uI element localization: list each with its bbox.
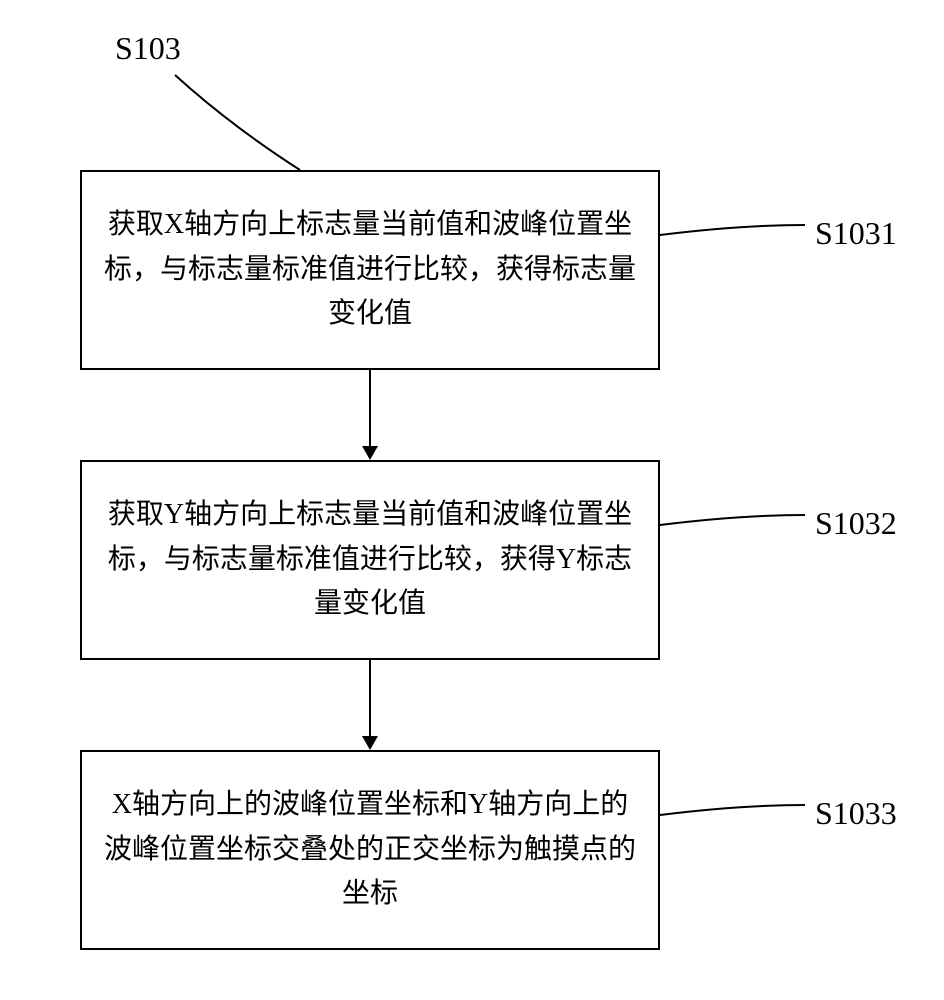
step-1-text: 获取X轴方向上标志量当前值和波峰位置坐标，与标志量标准值进行比较，获得标志量变化… bbox=[102, 203, 638, 337]
arrow-1-2-line bbox=[369, 370, 371, 446]
step-2-label: S1032 bbox=[815, 505, 897, 542]
main-label-text: S103 bbox=[115, 30, 181, 66]
main-label: S103 bbox=[115, 30, 181, 67]
step-3-leader-path bbox=[660, 805, 805, 815]
step-box-1: 获取X轴方向上标志量当前值和波峰位置坐标，与标志量标准值进行比较，获得标志量变化… bbox=[80, 170, 660, 370]
flowchart-container: S103 获取X轴方向上标志量当前值和波峰位置坐标，与标志量标准值进行比较，获得… bbox=[0, 0, 944, 1000]
step-1-label-text: S1031 bbox=[815, 215, 897, 251]
step-2-leader-path bbox=[660, 515, 805, 525]
step-box-3: X轴方向上的波峰位置坐标和Y轴方向上的波峰位置坐标交叠处的正交坐标为触摸点的坐标 bbox=[80, 750, 660, 950]
step-2-label-text: S1032 bbox=[815, 505, 897, 541]
step-3-text: X轴方向上的波峰位置坐标和Y轴方向上的波峰位置坐标交叠处的正交坐标为触摸点的坐标 bbox=[102, 783, 638, 917]
step-1-leader-path bbox=[660, 225, 805, 235]
arrow-2-3-line bbox=[369, 660, 371, 736]
step-3-label-text: S1033 bbox=[815, 795, 897, 831]
arrow-1-2-head bbox=[362, 446, 378, 460]
arrow-2-3-head bbox=[362, 736, 378, 750]
step-1-label: S1031 bbox=[815, 215, 897, 252]
step-3-label: S1033 bbox=[815, 795, 897, 832]
main-leader-path bbox=[175, 75, 300, 170]
step-2-text: 获取Y轴方向上标志量当前值和波峰位置坐标，与标志量标准值进行比较，获得Y标志量变… bbox=[102, 493, 638, 627]
step-box-2: 获取Y轴方向上标志量当前值和波峰位置坐标，与标志量标准值进行比较，获得Y标志量变… bbox=[80, 460, 660, 660]
